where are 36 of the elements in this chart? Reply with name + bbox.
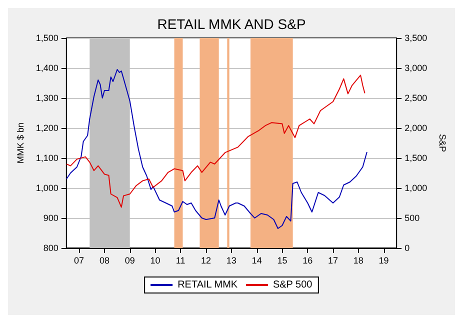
y-tick-label: 1,100 bbox=[36, 153, 58, 163]
y2-tick-label: 3,500 bbox=[404, 33, 428, 43]
x-tick-label: 13 bbox=[226, 256, 236, 266]
chart-title: RETAIL MMK AND S&P bbox=[157, 16, 306, 32]
y-tick-label: 900 bbox=[43, 213, 58, 223]
line-series bbox=[66, 74, 366, 208]
x-tick-label: 14 bbox=[252, 256, 262, 266]
x-tick-label: 08 bbox=[99, 256, 110, 266]
y-tick-label: 1,200 bbox=[36, 123, 58, 133]
x-tick-label: 11 bbox=[176, 256, 186, 266]
y-tick-label: 1,000 bbox=[36, 183, 58, 193]
legend-label: S&P 500 bbox=[272, 280, 313, 290]
y-axis-title: MMK $ bn bbox=[16, 122, 26, 164]
y2-tick-label: 2,500 bbox=[404, 93, 428, 103]
y2-tick-label: 3,000 bbox=[404, 63, 428, 73]
y2-axis-title: S&P bbox=[438, 134, 448, 152]
y2-tick-label: 500 bbox=[404, 213, 420, 223]
y-tick-label: 1,500 bbox=[36, 33, 58, 43]
x-tick-label: 10 bbox=[150, 256, 160, 266]
x-tick-label: 17 bbox=[328, 256, 338, 266]
y-tick-label: 800 bbox=[43, 243, 58, 253]
legend-label: RETAIL MMK bbox=[178, 280, 238, 290]
x-tick-label: 12 bbox=[201, 256, 212, 266]
x-tick-label: 19 bbox=[378, 256, 389, 266]
y2-tick-label: 2,000 bbox=[404, 123, 428, 133]
y-tick-label: 1,400 bbox=[36, 63, 58, 73]
x-tick-label: 15 bbox=[277, 256, 288, 266]
y2-tick-label: 1,000 bbox=[404, 183, 428, 193]
x-tick-label: 07 bbox=[74, 256, 84, 266]
y-tick-label: 1,300 bbox=[36, 93, 58, 103]
x-tick-label: 09 bbox=[124, 256, 135, 266]
x-tick-label: 18 bbox=[353, 256, 364, 266]
x-tick-label: 16 bbox=[302, 256, 313, 266]
line-series bbox=[66, 69, 368, 229]
y2-tick-label: 1,500 bbox=[404, 153, 428, 163]
y2-tick-label: 0 bbox=[404, 243, 410, 253]
